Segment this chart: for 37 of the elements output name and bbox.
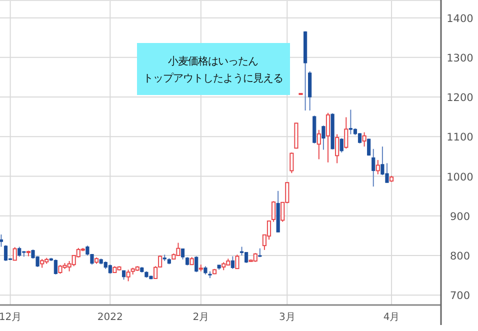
x-tick-label: 3月: [278, 312, 296, 323]
x-tick-label: 2月: [192, 312, 210, 323]
candlestick: [290, 152, 294, 174]
annotation: トップアウトしたように見える: [143, 72, 283, 84]
y-tick-label: 1200: [446, 92, 474, 104]
candlestick: [358, 132, 362, 144]
candlestick: [367, 138, 371, 156]
candlestick: [322, 125, 326, 150]
candlestick: [344, 116, 348, 150]
candlestick: [340, 138, 344, 153]
x-tick-label: 2022: [97, 312, 123, 323]
y-tick-label: 900: [450, 210, 470, 223]
x-tick-label: 4月: [383, 312, 400, 323]
candlestick: [316, 129, 321, 160]
candlestick: [376, 160, 380, 175]
y-tick-label: 1100: [446, 132, 474, 144]
y-tick-label: 1300: [446, 52, 474, 64]
candlestick: [326, 112, 330, 163]
candlestick: [372, 148, 376, 188]
candlestick: [362, 132, 366, 148]
candlestick: [54, 258, 58, 275]
candlestick: [4, 244, 8, 262]
y-tick-label: 1000: [446, 171, 474, 184]
candlestick: [230, 256, 234, 270]
x-tick-label: 12月: [0, 312, 22, 323]
candlestick: [335, 134, 340, 164]
candlestick: [194, 256, 198, 273]
candlestick: [235, 254, 240, 270]
y-tick-label: 1400: [446, 12, 474, 25]
candlestick: [271, 200, 276, 222]
y-tick-label: 700: [450, 290, 470, 302]
candlestick: [180, 248, 185, 260]
annotation: 小麦価格はいったん: [168, 56, 258, 68]
candlestick: [0, 234, 4, 248]
candlestick: [12, 246, 17, 261]
candlestick: [122, 270, 126, 280]
y-tick-label: 800: [450, 250, 470, 262]
